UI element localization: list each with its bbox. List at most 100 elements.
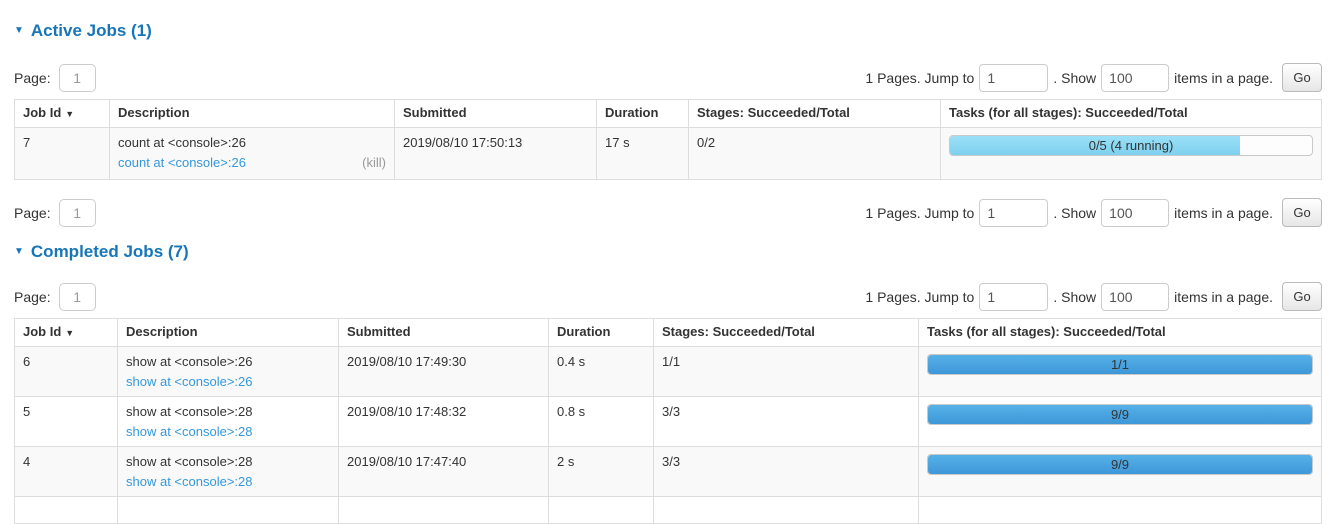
active-jobs-header-row: Job Id ▼ Description Submitted Duration S… xyxy=(14,99,1322,128)
job-description-link[interactable]: show at <console>:28 xyxy=(126,424,253,439)
column-header-job-id[interactable]: Job Id ▼ xyxy=(14,318,118,347)
job-description-cell: show at <console>:26 show at <console>:2… xyxy=(117,346,339,397)
tasks-progress-bar: 1/1 xyxy=(927,354,1313,375)
job-tasks-cell xyxy=(918,496,1322,524)
job-submitted-cell: 2019/08/10 17:47:40 xyxy=(338,446,549,497)
go-button[interactable]: Go xyxy=(1282,198,1322,227)
completed-jobs-title: Completed Jobs (7) xyxy=(30,242,189,261)
completed-job-row: 5 show at <console>:28 show at <console>… xyxy=(14,396,1322,447)
page-label: Page: xyxy=(14,288,51,305)
active-jobs-top-pagination: Page: 1 Pages. Jump to . Show items in a… xyxy=(14,63,1322,92)
tasks-progress-bar: 0/5 (4 running) xyxy=(949,135,1313,156)
job-id-cell: 6 xyxy=(14,346,118,397)
page-number-input[interactable] xyxy=(58,282,96,311)
job-description-cell: count at <console>:26 count at <console>… xyxy=(109,127,395,180)
job-duration-cell: 17 s xyxy=(596,127,689,180)
column-header-tasks[interactable]: Tasks (for all stages): Succeeded/Total xyxy=(940,99,1322,128)
job-stages-cell: 1/1 xyxy=(653,346,919,397)
column-header-job-id[interactable]: Job Id ▼ xyxy=(14,99,110,128)
progress-bar-label: 9/9 xyxy=(1110,457,1130,472)
jump-to-page-input[interactable] xyxy=(979,282,1049,311)
active-jobs-section-header[interactable]: ▼ Active Jobs (1) xyxy=(14,21,1322,41)
page-number-input[interactable] xyxy=(58,198,96,227)
progress-done-fill xyxy=(928,355,1312,374)
completed-job-row: 6 show at <console>:26 show at <console>… xyxy=(14,346,1322,397)
job-submitted-cell: 2019/08/10 17:49:30 xyxy=(338,346,549,397)
show-text: . Show xyxy=(1053,69,1097,86)
progress-bar-label: 1/1 xyxy=(1110,357,1130,372)
go-button[interactable]: Go xyxy=(1282,63,1322,92)
go-button[interactable]: Go xyxy=(1282,282,1322,311)
items-per-page-text: items in a page. xyxy=(1174,69,1273,86)
page-number-input[interactable] xyxy=(58,63,96,92)
job-submitted-cell xyxy=(338,496,549,524)
completed-job-row: 4 show at <console>:28 show at <console>… xyxy=(14,446,1322,497)
items-per-page-text: items in a page. xyxy=(1174,288,1273,305)
job-stages-cell: 3/3 xyxy=(653,396,919,447)
job-tasks-cell: 9/9 xyxy=(918,446,1322,497)
column-header-submitted[interactable]: Submitted xyxy=(394,99,597,128)
job-id-cell: 7 xyxy=(14,127,110,180)
job-description-text: show at <console>:26 xyxy=(126,354,253,369)
job-description-text: show at <console>:28 xyxy=(126,404,253,419)
job-description-cell: show at <console>:28 show at <console>:2… xyxy=(117,446,339,497)
progress-bar-label: 9/9 xyxy=(1110,407,1130,422)
job-duration-cell: 0.8 s xyxy=(548,396,654,447)
job-description-text: count at <console>:26 xyxy=(118,135,246,150)
items-per-page-input[interactable] xyxy=(1101,63,1170,92)
active-jobs-table: Job Id ▼ Description Submitted Duration S… xyxy=(14,99,1322,180)
show-text: . Show xyxy=(1053,204,1097,221)
completed-jobs-header-row: Job Id ▼ Description Submitted Duration S… xyxy=(14,318,1322,347)
job-description-cell: show at <console>:28 show at <console>:2… xyxy=(117,396,339,447)
tasks-progress-bar: 9/9 xyxy=(927,404,1313,425)
collapse-arrow-icon[interactable]: ▼ xyxy=(14,25,24,36)
total-pages-text: 1 Pages. Jump to xyxy=(865,288,975,305)
job-description-link[interactable]: show at <console>:26 xyxy=(126,374,253,389)
job-tasks-cell: 9/9 xyxy=(918,396,1322,447)
jump-to-page-input[interactable] xyxy=(979,198,1049,227)
job-submitted-cell: 2019/08/10 17:48:32 xyxy=(338,396,549,447)
column-header-description[interactable]: Description xyxy=(117,318,339,347)
column-header-duration[interactable]: Duration xyxy=(548,318,654,347)
progress-done-fill xyxy=(928,405,1312,424)
completed-jobs-table: Job Id ▼ Description Submitted Duration S… xyxy=(14,318,1322,524)
active-job-row: 7 count at <console>:26 count at <consol… xyxy=(14,127,1322,180)
total-pages-text: 1 Pages. Jump to xyxy=(865,204,975,221)
column-header-tasks[interactable]: Tasks (for all stages): Succeeded/Total xyxy=(918,318,1322,347)
job-duration-cell: 0.4 s xyxy=(548,346,654,397)
sort-desc-icon: ▼ xyxy=(65,109,75,119)
total-pages-text: 1 Pages. Jump to xyxy=(865,69,975,86)
completed-jobs-section-header[interactable]: ▼ Completed Jobs (7) xyxy=(14,242,1322,262)
page-label: Page: xyxy=(14,204,51,221)
job-tasks-cell: 1/1 xyxy=(918,346,1322,397)
job-description-cell xyxy=(117,496,339,524)
job-description-link[interactable]: count at <console>:26 xyxy=(118,155,246,170)
job-submitted-cell: 2019/08/10 17:50:13 xyxy=(394,127,597,180)
jump-to-page-input[interactable] xyxy=(979,63,1049,92)
progress-bar-label: 0/5 (4 running) xyxy=(1088,138,1174,153)
items-per-page-input[interactable] xyxy=(1101,198,1170,227)
items-per-page-input[interactable] xyxy=(1101,282,1170,311)
kill-job-link[interactable]: (kill) xyxy=(362,155,386,170)
column-header-submitted[interactable]: Submitted xyxy=(338,318,549,347)
items-per-page-text: items in a page. xyxy=(1174,204,1273,221)
column-header-duration[interactable]: Duration xyxy=(596,99,689,128)
job-tasks-cell: 0/5 (4 running) xyxy=(940,127,1322,180)
job-duration-cell: 2 s xyxy=(548,446,654,497)
job-description-text: show at <console>:28 xyxy=(126,454,253,469)
column-header-stages[interactable]: Stages: Succeeded/Total xyxy=(653,318,919,347)
job-stages-cell xyxy=(653,496,919,524)
active-jobs-bottom-pagination: Page: 1 Pages. Jump to . Show items in a… xyxy=(14,198,1322,227)
completed-jobs-top-pagination: Page: 1 Pages. Jump to . Show items in a… xyxy=(14,282,1322,311)
job-description-link[interactable]: show at <console>:28 xyxy=(126,474,253,489)
completed-job-row-clipped xyxy=(14,496,1322,524)
job-stages-cell: 0/2 xyxy=(688,127,941,180)
collapse-arrow-icon[interactable]: ▼ xyxy=(14,246,24,257)
job-stages-cell: 3/3 xyxy=(653,446,919,497)
job-id-cell: 4 xyxy=(14,446,118,497)
job-id-cell xyxy=(14,496,118,524)
column-header-stages[interactable]: Stages: Succeeded/Total xyxy=(688,99,941,128)
job-duration-cell xyxy=(548,496,654,524)
show-text: . Show xyxy=(1053,288,1097,305)
column-header-description[interactable]: Description xyxy=(109,99,395,128)
